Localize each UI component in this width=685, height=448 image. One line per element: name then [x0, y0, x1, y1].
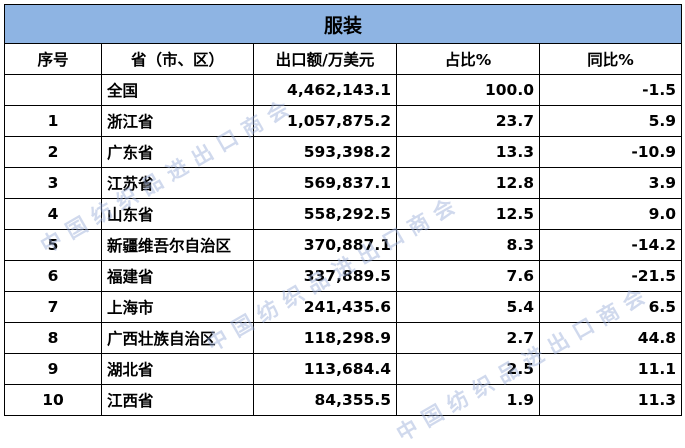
table-row: 全国 4,462,143.1 100.0 -1.5	[4, 74, 683, 106]
yoy-percent: 9.0	[538, 198, 683, 230]
export-value: 113,684.4	[253, 353, 397, 385]
province-name: 山东省	[101, 198, 254, 230]
table-row: 4 山东省 558,292.5 12.5 9.0	[4, 198, 683, 230]
province-name: 江苏省	[101, 167, 254, 199]
row-index: 8	[4, 322, 102, 354]
province-name: 福建省	[101, 260, 254, 292]
header-index: 序号	[4, 43, 102, 75]
export-value: 370,887.1	[253, 229, 397, 261]
share-percent: 12.5	[396, 198, 540, 230]
export-value: 118,298.9	[253, 322, 397, 354]
yoy-percent: 11.3	[538, 384, 683, 416]
yoy-percent: -21.5	[538, 260, 683, 292]
row-index: 7	[4, 291, 102, 323]
export-value: 1,057,875.2	[253, 105, 397, 137]
header-export-value: 出口额/万美元	[253, 43, 397, 75]
province-name: 浙江省	[101, 105, 254, 137]
export-table-container: 服装 序号 省（市、区） 出口额/万美元 占比% 同比% 全国 4,462,143…	[3, 4, 683, 416]
table-row: 2 广东省 593,398.2 13.3 -10.9	[4, 136, 683, 168]
export-value: 241,435.6	[253, 291, 397, 323]
row-index: 10	[4, 384, 102, 416]
export-value: 558,292.5	[253, 198, 397, 230]
share-percent: 13.3	[396, 136, 540, 168]
share-percent: 8.3	[396, 229, 540, 261]
table-row: 6 福建省 337,889.5 7.6 -21.5	[4, 260, 683, 292]
share-percent: 2.7	[396, 322, 540, 354]
yoy-percent: 6.5	[538, 291, 683, 323]
table-row: 5 新疆维吾尔自治区 370,887.1 8.3 -14.2	[4, 229, 683, 261]
row-index	[4, 74, 102, 106]
yoy-percent: 44.8	[538, 322, 683, 354]
table-row: 3 江苏省 569,837.1 12.8 3.9	[4, 167, 683, 199]
province-name: 广西壮族自治区	[101, 322, 254, 354]
share-percent: 7.6	[396, 260, 540, 292]
row-index: 3	[4, 167, 102, 199]
share-percent: 1.9	[396, 384, 540, 416]
yoy-percent: -1.5	[538, 74, 683, 106]
province-name: 全国	[101, 74, 254, 106]
share-percent: 23.7	[396, 105, 540, 137]
table-header-row: 序号 省（市、区） 出口额/万美元 占比% 同比%	[4, 43, 683, 75]
export-value: 569,837.1	[253, 167, 397, 199]
export-value: 4,462,143.1	[253, 74, 397, 106]
province-name: 上海市	[101, 291, 254, 323]
yoy-percent: -14.2	[538, 229, 683, 261]
province-name: 江西省	[101, 384, 254, 416]
share-percent: 2.5	[396, 353, 540, 385]
export-value: 593,398.2	[253, 136, 397, 168]
table-title: 服装	[3, 4, 683, 44]
share-percent: 12.8	[396, 167, 540, 199]
header-yoy: 同比%	[538, 43, 683, 75]
province-name: 广东省	[101, 136, 254, 168]
export-value: 84,355.5	[253, 384, 397, 416]
table-row: 10 江西省 84,355.5 1.9 11.3	[4, 384, 683, 416]
share-percent: 100.0	[396, 74, 540, 106]
yoy-percent: 3.9	[538, 167, 683, 199]
table-row: 9 湖北省 113,684.4 2.5 11.1	[4, 353, 683, 385]
yoy-percent: -10.9	[538, 136, 683, 168]
export-value: 337,889.5	[253, 260, 397, 292]
table-row: 1 浙江省 1,057,875.2 23.7 5.9	[4, 105, 683, 137]
row-index: 2	[4, 136, 102, 168]
row-index: 6	[4, 260, 102, 292]
row-index: 9	[4, 353, 102, 385]
header-province: 省（市、区）	[101, 43, 254, 75]
province-name: 新疆维吾尔自治区	[101, 229, 254, 261]
yoy-percent: 5.9	[538, 105, 683, 137]
header-share: 占比%	[396, 43, 540, 75]
row-index: 5	[4, 229, 102, 261]
row-index: 4	[4, 198, 102, 230]
province-name: 湖北省	[101, 353, 254, 385]
share-percent: 5.4	[396, 291, 540, 323]
table-row: 7 上海市 241,435.6 5.4 6.5	[4, 291, 683, 323]
row-index: 1	[4, 105, 102, 137]
yoy-percent: 11.1	[538, 353, 683, 385]
table-row: 8 广西壮族自治区 118,298.9 2.7 44.8	[4, 322, 683, 354]
table-title-row: 服装	[3, 4, 683, 44]
apparel-export-table: 服装 序号 省（市、区） 出口额/万美元 占比% 同比% 全国 4,462,143…	[3, 4, 683, 416]
